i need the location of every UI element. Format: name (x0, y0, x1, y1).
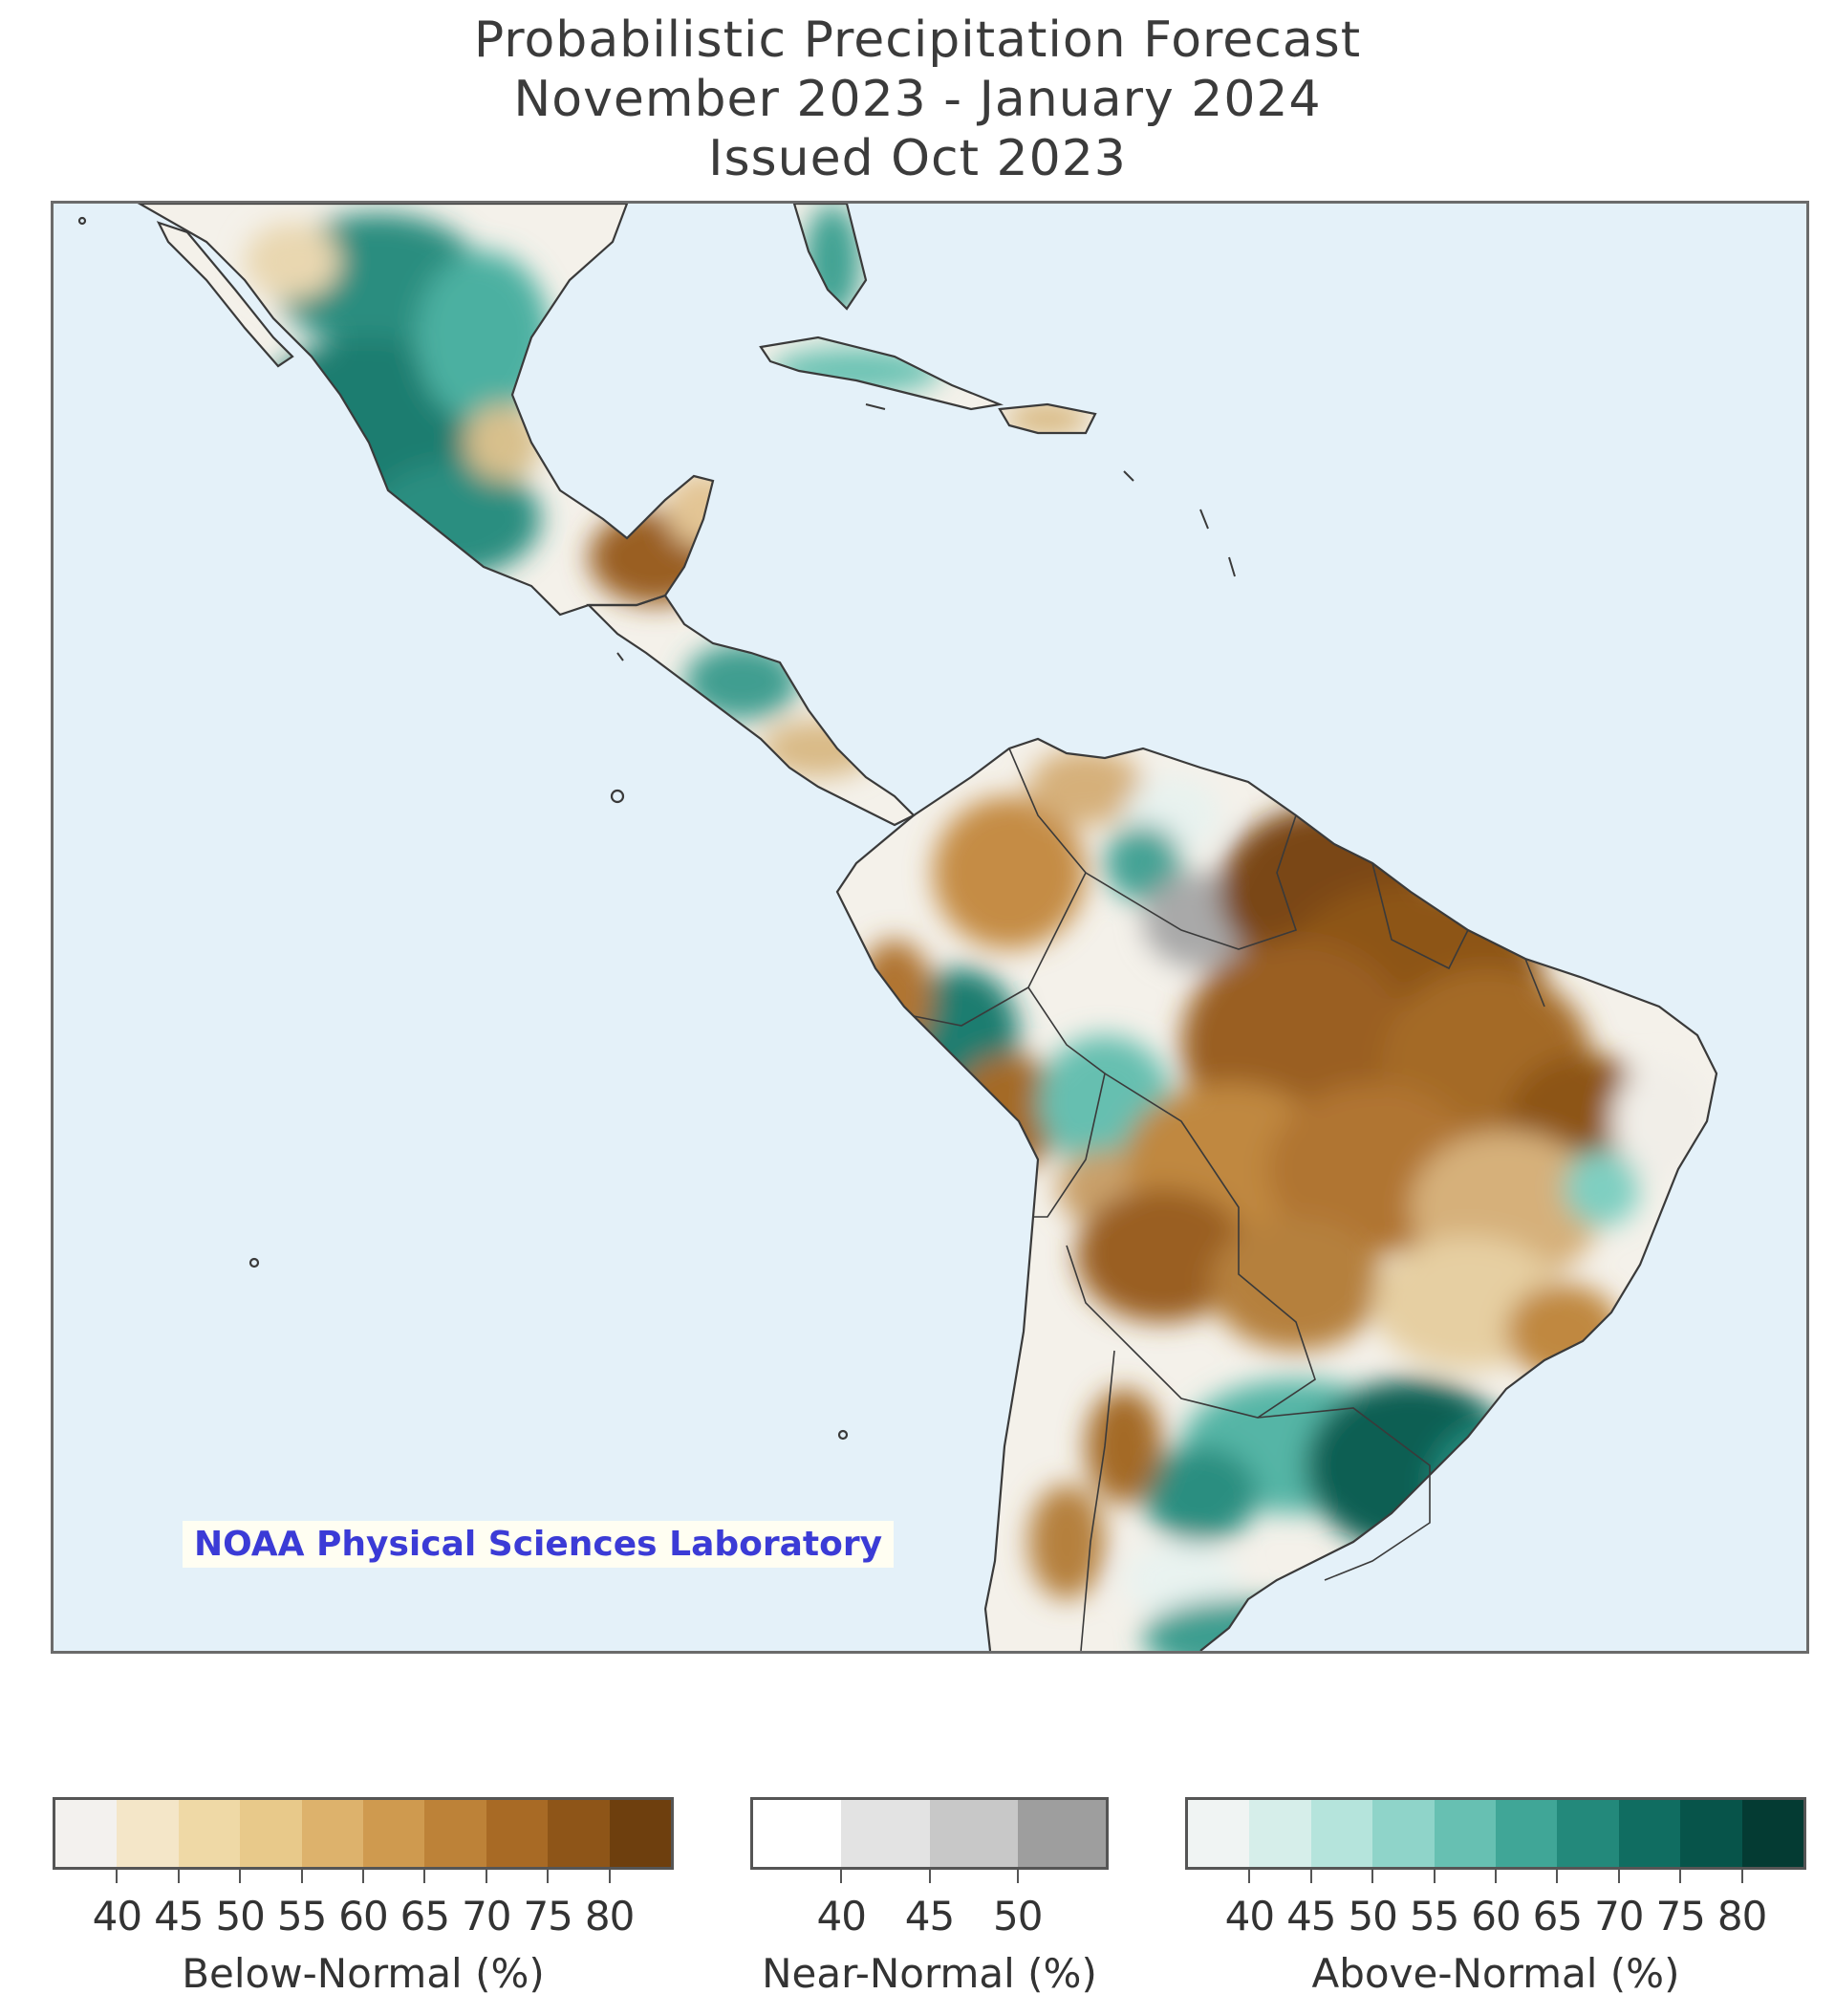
near-swatch-3 (1017, 1800, 1106, 1867)
below-tick-label: 70 (462, 1893, 511, 1940)
below-tick-label: 65 (399, 1893, 450, 1940)
near-normal-label: Near-Normal (%) (762, 1950, 1097, 1997)
above-tick-mark (1371, 1870, 1374, 1883)
below-tick-label: 50 (215, 1893, 265, 1940)
above-swatch-7 (1618, 1800, 1681, 1867)
above-tick-label: 70 (1594, 1893, 1644, 1940)
below-tick-label: 45 (154, 1893, 204, 1940)
map-title: Probabilistic Precipitation Forecast (473, 11, 1362, 69)
above-tick-mark (1309, 1870, 1312, 1883)
forecast-map: NOAA Physical Sciences Laboratory (51, 201, 1809, 1654)
near-swatch-2 (929, 1800, 1018, 1867)
below-swatch-7 (486, 1800, 549, 1867)
map-issued: Issued Oct 2023 (708, 130, 1127, 187)
below-tick-label: 40 (92, 1893, 142, 1940)
above-tick-label: 65 (1532, 1893, 1583, 1940)
map-period: November 2023 - January 2024 (513, 71, 1322, 128)
above-swatch-3 (1372, 1800, 1435, 1867)
map-canvas (54, 204, 1806, 1651)
below-tick-mark (300, 1870, 303, 1883)
below-normal-ticks: 40 45 50 55 60 65 70 75 80 (53, 1870, 674, 1940)
below-tick-mark (547, 1870, 550, 1883)
below-tick-mark (239, 1870, 242, 1883)
above-swatch-8 (1680, 1800, 1742, 1867)
above-tick-mark (1679, 1870, 1682, 1883)
near-tick-mark (840, 1870, 843, 1883)
below-swatch-3 (240, 1800, 302, 1867)
above-tick-mark (1740, 1870, 1743, 1883)
below-tick-mark (423, 1870, 426, 1883)
above-tick-label: 55 (1409, 1893, 1459, 1940)
above-tick-label: 40 (1224, 1893, 1275, 1940)
above-tick-mark (1617, 1870, 1620, 1883)
above-tick-mark (1556, 1870, 1559, 1883)
above-swatch-6 (1557, 1800, 1619, 1867)
above-swatch-1 (1249, 1800, 1311, 1867)
coastlines (77, 204, 1718, 1651)
near-normal-colorbar (750, 1797, 1109, 1870)
below-tick-mark (608, 1870, 611, 1883)
above-tick-mark (1495, 1870, 1497, 1883)
near-tick-label: 45 (904, 1893, 955, 1940)
above-normal-ticks: 40 45 50 55 60 65 70 75 80 (1185, 1870, 1806, 1940)
below-swatch-9 (609, 1800, 672, 1867)
near-normal-ticks: 40 45 50 (750, 1870, 1109, 1940)
below-swatch-6 (424, 1800, 486, 1867)
below-swatch-5 (363, 1800, 425, 1867)
above-tick-label: 75 (1655, 1893, 1705, 1940)
near-swatch-0 (753, 1800, 842, 1867)
below-swatch-8 (548, 1800, 610, 1867)
below-swatch-2 (178, 1800, 241, 1867)
above-normal-colorbar (1185, 1797, 1806, 1870)
above-tick-label: 60 (1471, 1893, 1521, 1940)
near-tick-mark (928, 1870, 931, 1883)
near-tick-label: 40 (816, 1893, 867, 1940)
above-tick-label: 45 (1286, 1893, 1336, 1940)
below-normal-label: Below-Normal (%) (182, 1950, 545, 1997)
below-tick-mark (116, 1870, 119, 1883)
above-swatch-0 (1188, 1800, 1250, 1867)
near-tick-mark (1016, 1870, 1019, 1883)
credit-label: NOAA Physical Sciences Laboratory (183, 1521, 895, 1568)
above-tick-mark (1248, 1870, 1251, 1883)
below-swatch-1 (117, 1800, 179, 1867)
above-normal-label: Above-Normal (%) (1311, 1950, 1680, 1997)
above-tick-mark (1433, 1870, 1436, 1883)
below-tick-mark (177, 1870, 180, 1883)
above-tick-label: 80 (1716, 1893, 1767, 1940)
above-swatch-9 (1741, 1800, 1804, 1867)
below-swatch-4 (301, 1800, 364, 1867)
above-tick-label: 50 (1348, 1893, 1397, 1940)
above-swatch-2 (1310, 1800, 1373, 1867)
below-swatch-0 (55, 1800, 118, 1867)
below-tick-mark (362, 1870, 364, 1883)
below-tick-label: 75 (523, 1893, 572, 1940)
below-tick-label: 55 (276, 1893, 327, 1940)
near-tick-label: 50 (993, 1893, 1043, 1940)
near-swatch-1 (841, 1800, 930, 1867)
below-tick-mark (485, 1870, 487, 1883)
below-normal-colorbar (53, 1797, 674, 1870)
below-tick-label: 80 (584, 1893, 635, 1940)
below-tick-label: 60 (338, 1893, 388, 1940)
above-swatch-4 (1434, 1800, 1497, 1867)
above-swatch-5 (1496, 1800, 1558, 1867)
